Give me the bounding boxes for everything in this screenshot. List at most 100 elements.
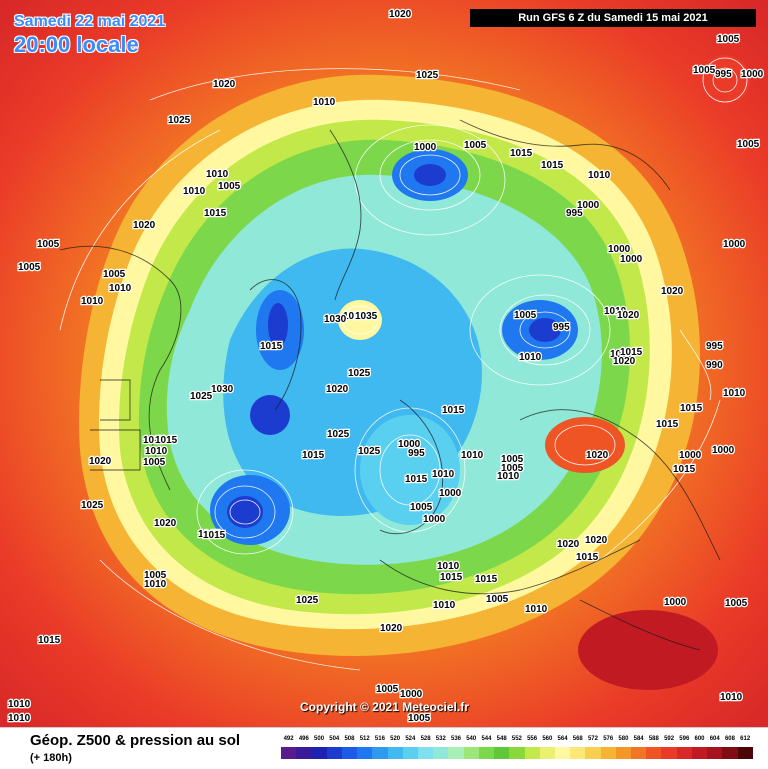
- scale-swatch: [570, 747, 586, 759]
- scale-value: 608: [724, 736, 735, 742]
- pressure-label: 1020: [617, 310, 640, 321]
- hot-se: [578, 610, 718, 690]
- scale-value: 540: [466, 736, 477, 742]
- pressure-label: 1010: [432, 469, 455, 480]
- pressure-label: 1015: [203, 530, 226, 541]
- scale-value: 572: [587, 736, 598, 742]
- pressure-label: 1005: [725, 598, 748, 609]
- pressure-label: 1015: [576, 552, 599, 563]
- low-greenland-core: [268, 303, 288, 347]
- scale-value: 524: [405, 736, 416, 742]
- scale-value: 600: [694, 736, 705, 742]
- forecast-date: Samedi 22 mai 2021: [14, 13, 166, 30]
- scale-value: 544: [481, 736, 492, 742]
- pressure-label: 1005: [144, 570, 167, 581]
- scale-swatch: [691, 747, 708, 759]
- pressure-label: 1010: [723, 388, 746, 399]
- pressure-label: 1015: [510, 148, 533, 159]
- pressure-label: 1000: [679, 450, 702, 461]
- scale-swatch: [387, 747, 403, 759]
- scale-value: 560: [542, 736, 553, 742]
- pressure-label: 1010: [8, 713, 31, 724]
- pressure-label: 1015: [610, 349, 633, 360]
- pressure-label: 1000: [620, 254, 643, 265]
- pressure-label: 1015: [198, 529, 221, 540]
- pressure-label: 995: [715, 69, 732, 80]
- pressure-label: 1010: [433, 600, 456, 611]
- scale-value: 512: [359, 736, 370, 742]
- pressure-label: 1020: [154, 518, 177, 529]
- pressure-label: 1015: [475, 574, 498, 585]
- scale-swatch: [372, 747, 388, 759]
- pressure-label: 1020: [326, 384, 349, 395]
- copyright-notice: Copyright © 2021 Meteociel.fr: [300, 700, 469, 714]
- pressure-label: 1020: [613, 356, 636, 367]
- scale-value: 576: [603, 736, 614, 742]
- pressure-label: 1005: [143, 457, 166, 468]
- pressure-label: 1010: [497, 471, 520, 482]
- pressure-label: 1010: [604, 306, 627, 317]
- map-panel: 1020 1005 995 1000 1005 1025 1020 1010 1…: [0, 0, 768, 727]
- pressure-label: 1005: [376, 684, 399, 695]
- low-ne-corner: [700, 55, 750, 105]
- scale-value: 556: [527, 736, 538, 742]
- pressure-labels: 1020 1005 995 1000 1005 1025 1020 1010 1…: [7, 8, 765, 726]
- pressure-label: 1005: [103, 269, 126, 280]
- pressure-label: 1000: [712, 445, 735, 456]
- pressure-label: 1000: [723, 239, 746, 250]
- scale-value: 592: [664, 736, 675, 742]
- pressure-label: 1025: [416, 70, 439, 81]
- pressure-label: 1020: [661, 286, 684, 297]
- scale-value: 580: [618, 736, 629, 742]
- run-info: Run GFS 6 Z du Samedi 15 mai 2021: [470, 9, 756, 27]
- scale-swatch: [448, 747, 464, 759]
- scale-swatch: [585, 747, 601, 759]
- pressure-label: 1005: [464, 140, 487, 151]
- pressure-label: 1005: [693, 65, 716, 76]
- pressure-label: 1005: [18, 262, 41, 273]
- pressure-label: 1030: [324, 314, 347, 325]
- scale-swatch: [539, 747, 555, 759]
- pressure-label: 995: [706, 341, 723, 352]
- color-scale: [281, 747, 753, 759]
- pressure-label: 1015: [38, 635, 61, 646]
- scale-value: 564: [557, 736, 568, 742]
- scale-swatch: [478, 747, 495, 759]
- pressure-label: 1005: [737, 139, 760, 150]
- scale-swatch: [676, 747, 692, 759]
- pressure-label: 1015: [673, 464, 696, 475]
- pressure-label: 1010: [109, 283, 132, 294]
- pressure-label: 1000: [400, 689, 423, 700]
- pressure-label: 1015: [440, 572, 463, 583]
- scale-swatch: [615, 747, 632, 759]
- scale-value: 516: [374, 736, 385, 742]
- pressure-label: 1025: [358, 446, 381, 457]
- pressure-label: 1015: [204, 208, 227, 219]
- pressure-label: 1000: [439, 488, 462, 499]
- isobars: [59, 57, 748, 671]
- low-center: [250, 395, 290, 435]
- pressure-label: 1015: [656, 419, 679, 430]
- pressure-label: 1020: [557, 539, 580, 550]
- scale-value: 500: [314, 736, 325, 742]
- scale-swatch: [311, 747, 327, 759]
- scale-value: 520: [390, 736, 401, 742]
- scale-value: 532: [435, 736, 446, 742]
- scale-value: 504: [329, 736, 340, 742]
- scale-value: 536: [451, 736, 462, 742]
- scale-swatch: [661, 747, 677, 759]
- scale-value: 584: [633, 736, 644, 742]
- pressure-label: 1020: [380, 623, 403, 634]
- pressure-label: 1020: [213, 79, 236, 90]
- pressure-label: 1000: [423, 514, 446, 525]
- pressure-label: 1005: [717, 34, 740, 45]
- scale-value: 588: [648, 736, 659, 742]
- scale-value: 548: [496, 736, 507, 742]
- legend-title: Géop. Z500 & pression au sol: [30, 732, 241, 749]
- pressure-label: 1010: [8, 699, 31, 710]
- forecast-time: 20:00 locale: [14, 32, 139, 57]
- high-pocket: [338, 300, 382, 340]
- pressure-label: 1010: [183, 186, 206, 197]
- pressure-label: 1010: [519, 352, 542, 363]
